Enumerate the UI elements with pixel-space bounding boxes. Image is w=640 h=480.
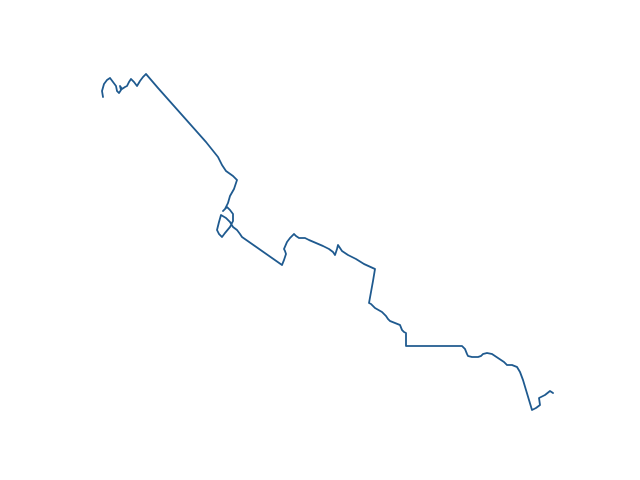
route-path: [101, 73, 554, 411]
